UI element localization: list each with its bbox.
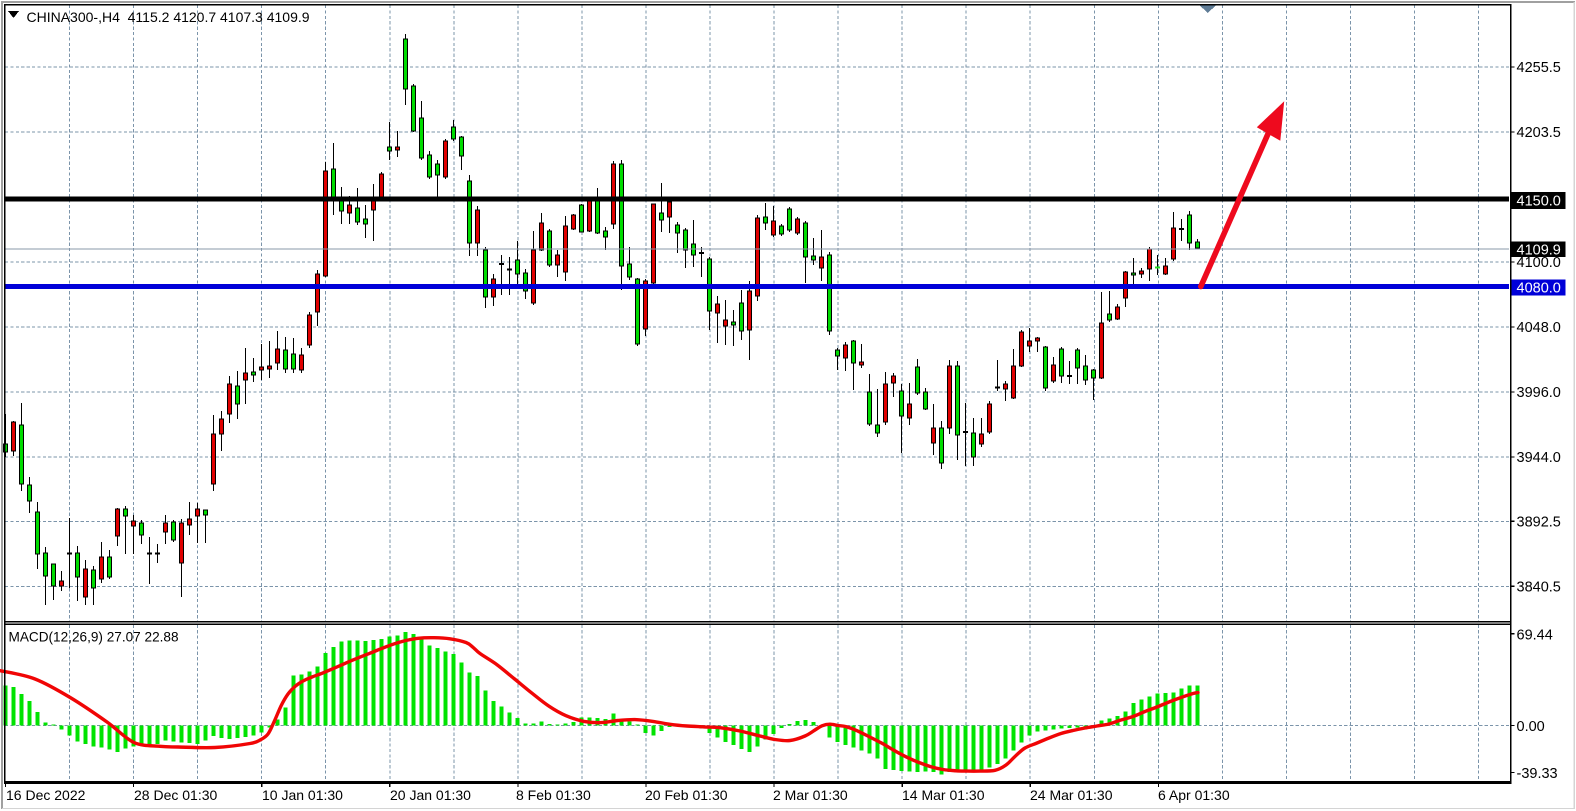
svg-text:28 Dec 01:30: 28 Dec 01:30 [134,787,217,803]
svg-text:20 Feb 01:30: 20 Feb 01:30 [645,787,728,803]
svg-text:4080.0: 4080.0 [1517,280,1561,296]
svg-text:20 Jan 01:30: 20 Jan 01:30 [390,787,471,803]
svg-text:-39.33: -39.33 [1517,766,1558,782]
svg-text:14 Mar 01:30: 14 Mar 01:30 [902,787,985,803]
svg-text:4048.0: 4048.0 [1517,320,1561,336]
svg-text:4255.5: 4255.5 [1517,60,1561,76]
svg-text:6 Apr 01:30: 6 Apr 01:30 [1158,787,1230,803]
svg-text:3840.5: 3840.5 [1517,579,1561,595]
svg-text:CHINA300-,H4 4115.2 4120.7 41: CHINA300-,H4 4115.2 4120.7 4107.3 4109.9 [27,9,310,25]
svg-text:10 Jan 01:30: 10 Jan 01:30 [262,787,343,803]
svg-text:16 Dec 2022: 16 Dec 2022 [6,787,86,803]
svg-text:MACD(12,26,9) 27.07 22.88: MACD(12,26,9) 27.07 22.88 [9,630,179,645]
svg-text:2 Mar 01:30: 2 Mar 01:30 [773,787,848,803]
svg-text:0.00: 0.00 [1517,719,1545,735]
svg-text:69.44: 69.44 [1517,627,1553,643]
svg-text:3892.5: 3892.5 [1517,514,1561,530]
svg-text:4203.5: 4203.5 [1517,125,1561,141]
svg-text:3996.0: 3996.0 [1517,385,1561,401]
svg-text:24 Mar 01:30: 24 Mar 01:30 [1030,787,1113,803]
svg-text:4109.9: 4109.9 [1517,242,1561,258]
svg-text:8 Feb 01:30: 8 Feb 01:30 [516,787,591,803]
svg-text:4150.0: 4150.0 [1517,193,1561,209]
svg-text:4100.0: 4100.0 [1517,255,1561,271]
svg-text:3944.0: 3944.0 [1517,450,1561,466]
